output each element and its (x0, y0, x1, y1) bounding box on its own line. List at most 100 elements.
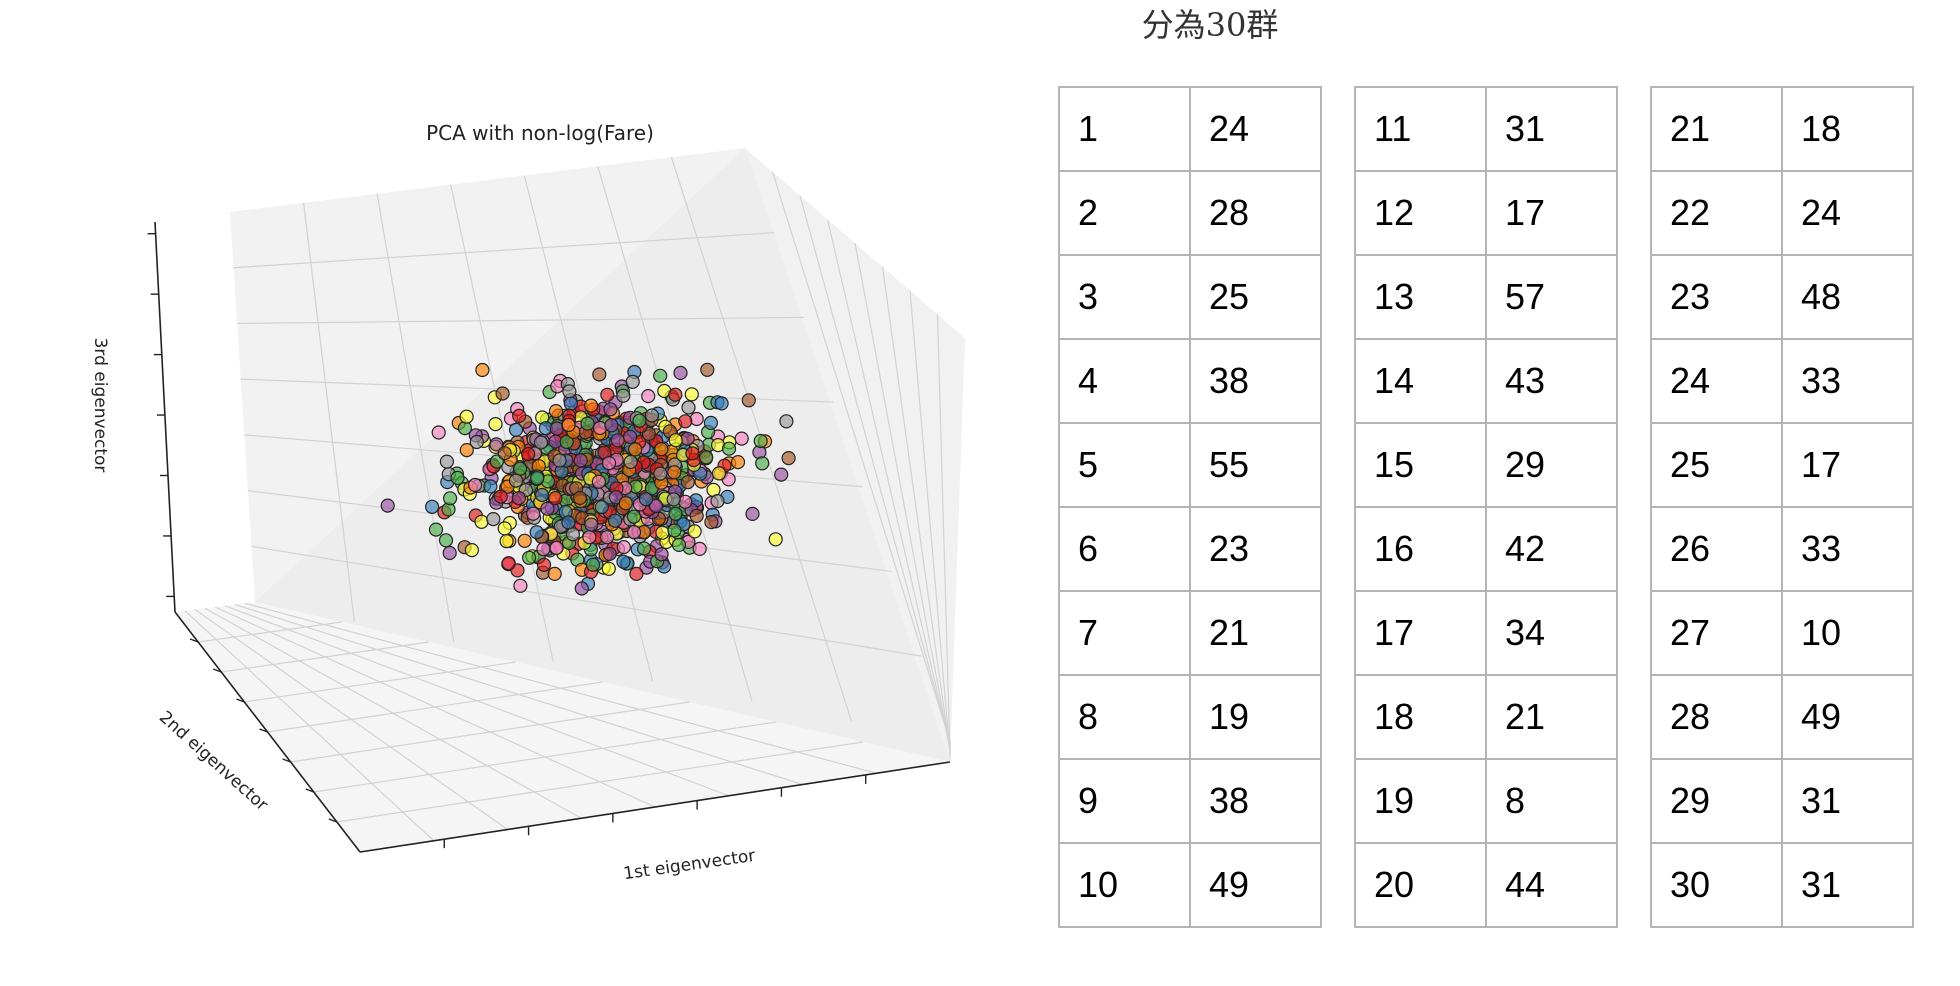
scatter-point (425, 499, 440, 514)
scatter-point (601, 561, 616, 576)
cluster-size-cell: 21 (1485, 674, 1618, 760)
scatter-point (559, 434, 574, 449)
scatter-point (648, 498, 664, 514)
scatter-point (629, 566, 644, 582)
axes-ticks (147, 221, 951, 853)
axis-line (359, 761, 951, 853)
cluster-id-cell: 13 (1354, 254, 1487, 340)
scatter-point (628, 442, 643, 457)
scatter-point (592, 367, 607, 382)
grid-line (799, 195, 952, 747)
scatter-point (678, 414, 693, 429)
cluster-size-cell: 17 (1485, 170, 1618, 256)
scatter-point (599, 530, 615, 545)
scatter-point (641, 389, 656, 404)
cluster-row: 21 18 (1650, 86, 1914, 172)
scatter-point (632, 413, 647, 428)
scatter-point (493, 489, 508, 504)
scatter-points (380, 362, 796, 596)
scatter-point (580, 416, 595, 431)
cluster-row: 3 25 (1058, 254, 1322, 340)
scatter-point (654, 547, 669, 562)
scatter-point (565, 527, 581, 542)
scatter-point (536, 557, 552, 572)
scatter-point (636, 541, 652, 556)
cluster-size-cell: 44 (1485, 842, 1618, 928)
scatter-point (616, 388, 631, 403)
grid-line (234, 603, 803, 786)
cluster-id-cell: 27 (1650, 590, 1783, 676)
cluster-row: 18 21 (1354, 674, 1618, 760)
cluster-id-cell: 25 (1650, 422, 1783, 508)
cluster-row: 12 17 (1354, 170, 1618, 256)
grid-line (224, 605, 729, 797)
cluster-id-cell: 8 (1058, 674, 1191, 760)
cluster-row: 23 48 (1650, 254, 1914, 340)
cluster-size-cell: 28 (1189, 170, 1322, 256)
grid-line (302, 202, 355, 622)
cluster-id-cell: 10 (1058, 842, 1191, 928)
scatter-point (561, 417, 576, 432)
cluster-id-cell: 26 (1650, 506, 1783, 592)
scatter-point (459, 443, 474, 458)
cluster-row: 29 31 (1650, 758, 1914, 844)
z-axis-label: 3rd eigenvector (90, 338, 110, 473)
cluster-size-cell: 23 (1189, 506, 1322, 592)
scatter-point (572, 490, 588, 506)
cluster-id-cell: 16 (1354, 506, 1487, 592)
y-tick (236, 698, 245, 703)
cluster-size-cell: 57 (1485, 254, 1618, 340)
cluster-row: 15 29 (1354, 422, 1618, 508)
cluster-id-cell: 17 (1354, 590, 1487, 676)
scatter-point (562, 384, 577, 399)
scatter-point (512, 408, 527, 423)
y-tick (305, 788, 314, 793)
scatter-point (653, 368, 668, 383)
scatter-point (653, 466, 668, 481)
cluster-id-cell: 22 (1650, 170, 1783, 256)
scatter-point (687, 524, 702, 539)
cluster-row: 26 33 (1650, 506, 1914, 592)
scatter-point (428, 522, 444, 537)
cluster-id-cell: 30 (1650, 842, 1783, 928)
cluster-row: 5 55 (1058, 422, 1322, 508)
scatter-point (501, 556, 516, 571)
scatter-point (623, 454, 638, 469)
cluster-row: 27 10 (1650, 590, 1914, 676)
floor-pane (175, 602, 950, 852)
scatter-point (699, 450, 714, 465)
cluster-size-cell: 49 (1189, 842, 1322, 928)
scatter-point (450, 470, 465, 485)
cluster-size-cell: 42 (1485, 506, 1618, 592)
cluster-id-cell: 29 (1650, 758, 1783, 844)
cluster-id-cell: 28 (1650, 674, 1783, 760)
scatter-point (534, 487, 550, 503)
scatter-point (673, 365, 688, 380)
scatter-point (644, 408, 660, 423)
scatter-point (600, 387, 615, 402)
cluster-id-cell: 4 (1058, 338, 1191, 424)
scatter-point (781, 451, 796, 466)
scatter-point (604, 418, 619, 433)
cluster-row: 1 24 (1058, 86, 1322, 172)
scatter-point (654, 442, 669, 457)
scatter-point (700, 362, 715, 377)
cluster-size-cell: 38 (1189, 338, 1322, 424)
page-title: 分為30群 (1141, 6, 1279, 44)
scatter-point (689, 411, 704, 427)
grid-line (240, 378, 834, 403)
y-tick (328, 818, 338, 823)
grid-line (194, 609, 508, 830)
scatter-point (474, 514, 489, 529)
scatter-point (540, 501, 555, 516)
scatter-point (755, 456, 770, 471)
scatter-point (464, 542, 479, 558)
cluster-row: 7 21 (1058, 590, 1322, 676)
scatter-point (583, 398, 599, 413)
grid-line (936, 314, 951, 760)
cluster-size-cell: 24 (1781, 170, 1914, 256)
scatter-point (680, 431, 695, 446)
scatter-point (678, 494, 693, 509)
cluster-row: 11 31 (1354, 86, 1618, 172)
scatter-point (603, 402, 618, 417)
